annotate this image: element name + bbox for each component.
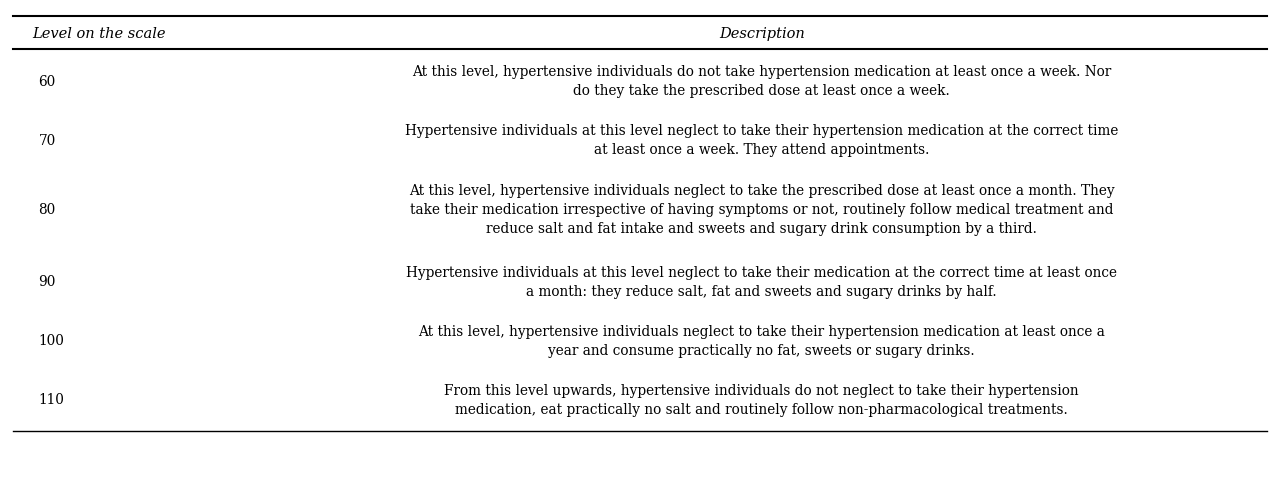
Text: Level on the scale: Level on the scale [32, 27, 165, 41]
Text: 70: 70 [38, 134, 55, 147]
Text: 80: 80 [38, 203, 55, 216]
Text: At this level, hypertensive individuals neglect to take the prescribed dose at l: At this level, hypertensive individuals … [408, 183, 1115, 235]
Text: Hypertensive individuals at this level neglect to take their hypertension medica: Hypertensive individuals at this level n… [404, 124, 1119, 157]
Text: Hypertensive individuals at this level neglect to take their medication at the c: Hypertensive individuals at this level n… [406, 265, 1117, 298]
Text: At this level, hypertensive individuals do not take hypertension medication at l: At this level, hypertensive individuals … [412, 65, 1111, 98]
Text: 90: 90 [38, 275, 56, 288]
Text: At this level, hypertensive individuals neglect to take their hypertension medic: At this level, hypertensive individuals … [419, 324, 1105, 357]
Text: 60: 60 [38, 75, 55, 88]
Text: 110: 110 [38, 393, 64, 407]
Text: From this level upwards, hypertensive individuals do not neglect to take their h: From this level upwards, hypertensive in… [444, 383, 1079, 416]
Text: Description: Description [719, 27, 804, 41]
Text: 100: 100 [38, 334, 64, 347]
